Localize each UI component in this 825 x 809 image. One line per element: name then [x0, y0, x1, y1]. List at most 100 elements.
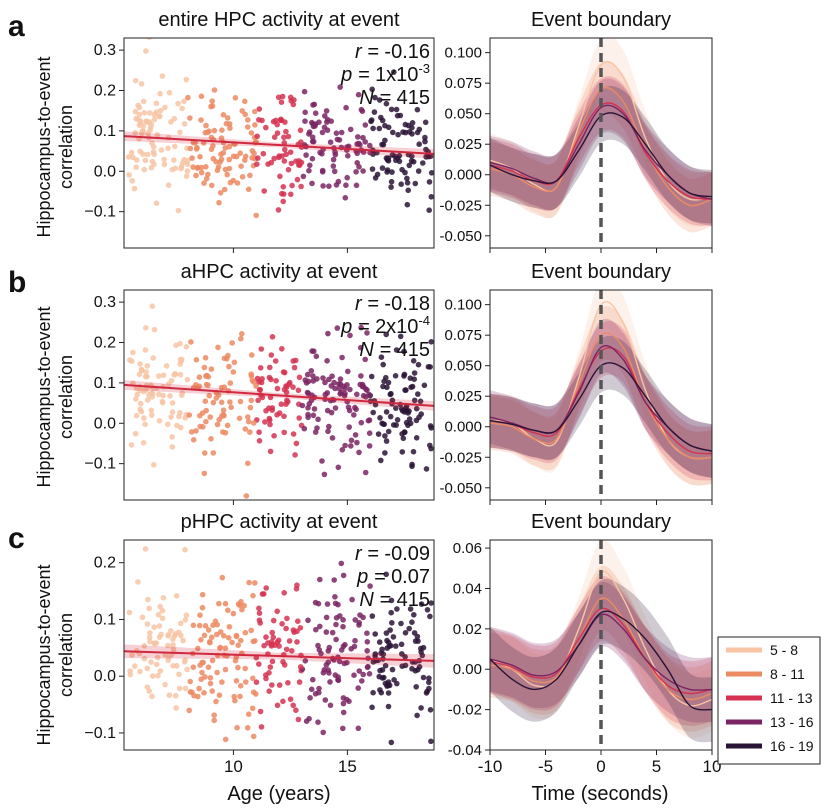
scatter-point	[128, 442, 135, 448]
scatter-point	[409, 619, 415, 625]
scatter-point	[291, 364, 298, 371]
y-tick-label: 0.0	[94, 163, 116, 180]
scatter-point	[195, 693, 201, 700]
scatter-point	[428, 194, 434, 200]
legend-entry: 5 - 8	[726, 642, 798, 658]
scatter-point	[203, 373, 209, 379]
scatter-point	[403, 419, 410, 426]
scatter-point	[166, 654, 172, 661]
scatter-point	[161, 156, 167, 163]
scatter-point	[147, 110, 153, 116]
scatter-point	[385, 428, 392, 435]
scatter-point	[173, 705, 179, 711]
scatter-point	[136, 371, 143, 378]
scatter-point	[172, 692, 179, 699]
scatter-point	[418, 705, 424, 711]
scatter-point	[202, 398, 209, 405]
scatter-point	[248, 130, 255, 136]
scatter-point	[418, 411, 425, 417]
stat-p-exponent: -3	[418, 61, 430, 76]
scatter-point	[190, 437, 197, 443]
scatter-point	[331, 379, 337, 386]
scatter-point	[180, 637, 186, 644]
series-line	[490, 60, 712, 201]
scatter-point	[222, 645, 229, 651]
scatter-point	[233, 632, 240, 639]
scatter-point	[245, 186, 252, 193]
scatter-point	[353, 406, 359, 413]
y-tick-label: 0.1	[94, 123, 116, 140]
scatter-point	[168, 119, 174, 125]
scatter-point	[252, 108, 258, 115]
scatter-point	[187, 678, 193, 685]
series-line	[490, 610, 712, 711]
scatter-point	[256, 429, 262, 436]
scatter-point	[267, 664, 274, 670]
scatter-point	[199, 669, 205, 676]
scatter-point	[285, 680, 291, 686]
scatter-point	[276, 682, 283, 688]
scatter-point	[310, 373, 316, 379]
y-tick-label: 0.02	[453, 621, 482, 638]
scatter-point	[342, 442, 348, 449]
scatter-point	[227, 399, 233, 405]
scatter-point	[137, 406, 143, 413]
scatter-point	[274, 385, 281, 392]
scatter-point	[290, 101, 297, 108]
scatter-point	[347, 332, 353, 339]
scatter-point	[378, 689, 385, 696]
scatter-point	[278, 117, 285, 124]
y-tick-label: 0.06	[453, 540, 482, 557]
scatter-point	[389, 666, 396, 673]
scatter-point	[211, 712, 217, 718]
scatter-point	[337, 376, 344, 382]
scatter-point	[237, 150, 243, 156]
scatter-point	[259, 591, 266, 597]
y-tick-label: 0.3	[94, 42, 116, 59]
scatter-point	[221, 186, 228, 193]
scatter-point	[268, 159, 275, 166]
scatter-point	[275, 94, 282, 101]
scatter-point	[422, 138, 428, 145]
scatter-point	[360, 168, 366, 174]
scatter-point	[385, 690, 392, 696]
scatter-point	[268, 639, 275, 645]
scatter-point	[126, 172, 132, 178]
scatter-point	[151, 326, 158, 333]
scatter-point	[349, 596, 355, 603]
legend-entry: 16 - 19	[726, 738, 814, 754]
scatter-point	[320, 375, 326, 381]
scatter-point	[171, 372, 177, 378]
scatter-point	[213, 698, 219, 705]
scatter-point	[139, 614, 146, 621]
scatter-point	[171, 157, 177, 163]
scatter-point	[367, 142, 373, 149]
scatter-point	[176, 413, 182, 420]
scatter-point	[217, 629, 224, 635]
scatter-point	[171, 633, 178, 639]
scatter-point	[221, 633, 227, 639]
chart-title: Event boundary	[531, 9, 671, 31]
scatter-point	[340, 700, 347, 707]
scatter-point	[256, 610, 263, 616]
scatter-point	[205, 664, 212, 670]
scatter-point	[132, 77, 139, 84]
y-tick-label: -0.050	[439, 480, 482, 497]
scatter-point	[325, 330, 331, 337]
scatter-point	[345, 368, 351, 375]
scatter-point	[307, 695, 313, 701]
scatter-point	[401, 429, 408, 435]
scatter-point	[428, 425, 434, 431]
scatter-point	[279, 190, 285, 197]
scatter-point	[353, 182, 360, 189]
scatter-point	[420, 160, 426, 166]
scatter-point	[398, 406, 405, 412]
scatter-point	[169, 166, 175, 173]
legend-label: 13 - 16	[770, 714, 814, 730]
scatter-point	[155, 672, 161, 679]
scatter-point	[211, 127, 218, 134]
x-axis-label-time: Time (seconds)	[531, 783, 668, 805]
scatter-point	[400, 435, 407, 442]
scatter-point	[145, 596, 151, 603]
